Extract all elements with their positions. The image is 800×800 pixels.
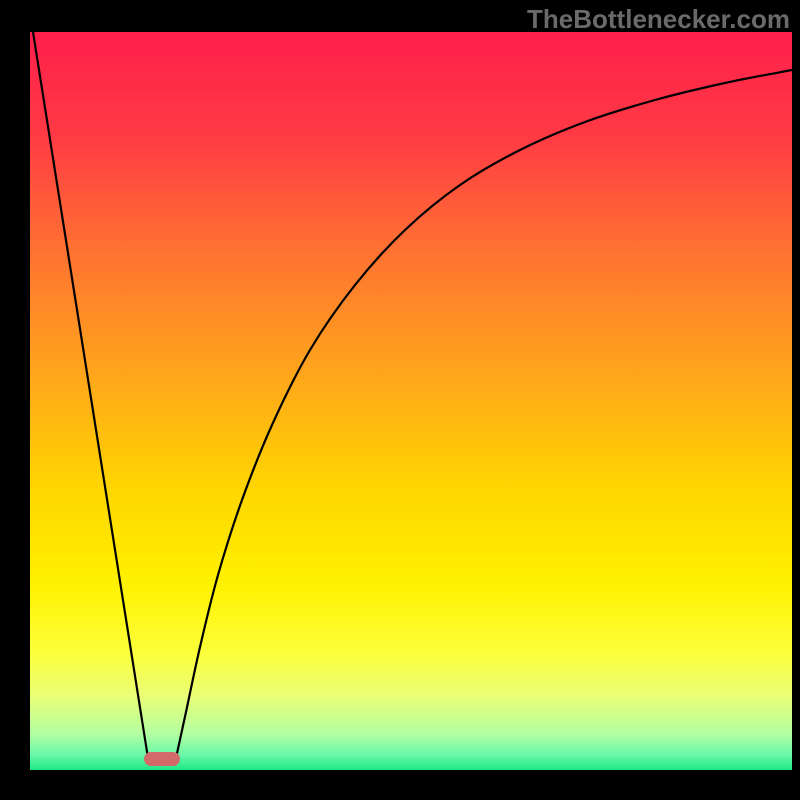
optimum-marker <box>144 752 180 766</box>
right-ascent-curve <box>176 70 792 758</box>
chart-container: TheBottlenecker.com <box>0 0 800 800</box>
plot-area <box>30 32 792 770</box>
left-descent-line <box>33 32 148 758</box>
curve-layer <box>30 32 792 770</box>
watermark-label: TheBottlenecker.com <box>527 4 790 35</box>
